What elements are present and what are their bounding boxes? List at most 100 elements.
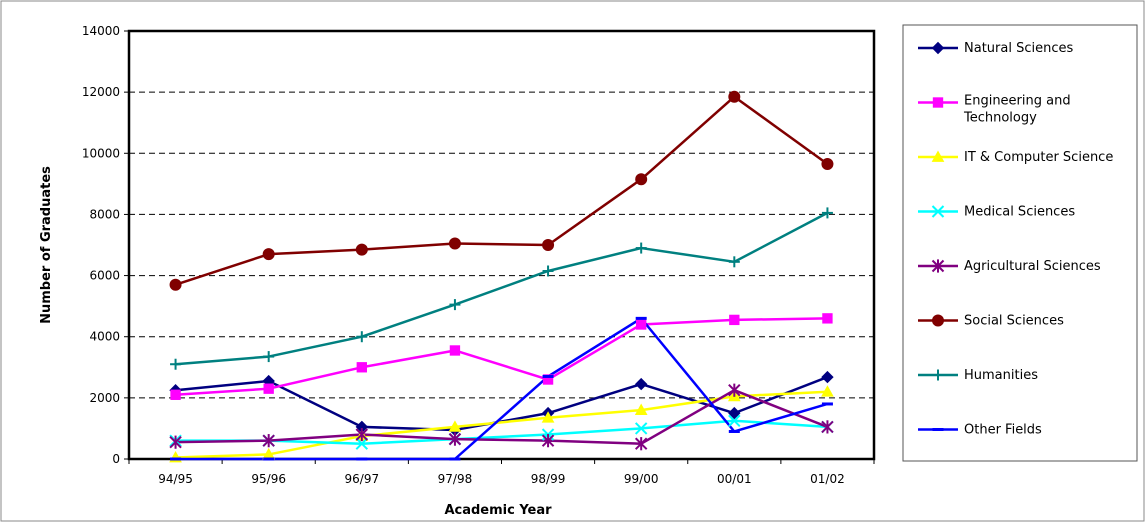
legend-label-line: Engineering and: [964, 94, 1071, 109]
x-tick-label: 96/97: [345, 472, 380, 486]
x-tick-label: 98/99: [531, 472, 566, 486]
marker-square: [449, 345, 461, 356]
data-point: [821, 385, 834, 397]
series-line: [175, 95, 829, 286]
legend-item: Natural Sciences: [918, 41, 1073, 56]
marker-triangle: [448, 420, 462, 432]
data-point: [729, 314, 740, 326]
data-point: [263, 383, 274, 394]
data-point: [636, 319, 647, 330]
y-tick-label: 4000: [89, 330, 120, 344]
marker-square: [932, 97, 944, 108]
marker-square: [636, 319, 647, 330]
marker-diamond: [821, 370, 834, 384]
marker-square: [822, 313, 833, 324]
data-point: [821, 420, 834, 434]
x-tick-label: 01/02: [810, 472, 845, 486]
marker-triangle: [541, 411, 555, 423]
marker-circle: [448, 237, 461, 250]
marker-circle: [821, 157, 834, 170]
y-tick-label: 6000: [89, 269, 120, 283]
series-lines: [175, 95, 829, 461]
y-tick-label: 0: [112, 452, 120, 466]
legend-label: Social Sciences: [964, 314, 1064, 329]
series-line: [175, 388, 828, 445]
marker-triangle: [634, 403, 648, 415]
data-point: [634, 437, 648, 451]
x-tick-label: 97/98: [438, 472, 473, 486]
legend-label-line: Technology: [963, 111, 1037, 126]
legend-item: Agricultural Sciences: [918, 259, 1101, 274]
y-tick-label: 8000: [89, 207, 120, 221]
data-point: [355, 243, 368, 256]
data-point: [170, 389, 181, 400]
data-point: [634, 422, 648, 435]
marker-diamond: [634, 377, 648, 391]
data-point: [542, 265, 554, 277]
series-line: [175, 317, 828, 461]
series-line: [175, 211, 829, 366]
marker-x-stroke: [931, 205, 945, 218]
data-point: [263, 351, 275, 363]
x-tick-label: 94/95: [158, 472, 193, 486]
x-tick-label: 99/00: [624, 472, 659, 486]
data-point: [542, 239, 555, 251]
data-point: [822, 313, 833, 324]
data-point: [821, 157, 834, 170]
y-tick-label: 2000: [89, 391, 120, 405]
data-point: [821, 207, 833, 219]
x-tick-label: 00/01: [717, 472, 752, 486]
data-point: [728, 406, 741, 420]
data-point: [932, 314, 944, 327]
legend-box: [902, 24, 1138, 462]
data-point: [262, 248, 275, 261]
data-point: [932, 369, 944, 381]
marker-x-stroke: [355, 437, 369, 450]
marker-diamond: [931, 41, 945, 55]
marker-triangle: [931, 150, 945, 162]
data-point: [449, 345, 461, 356]
x-axis-ticks: 94/95 95/96 96/97 97/98 98/99 99/00 00/01 01/02: [128, 459, 875, 486]
marker-square: [542, 374, 554, 385]
data-point: [448, 432, 462, 446]
marker-circle: [542, 239, 555, 251]
series-line: [175, 317, 828, 397]
y-axis-ticks: 0 2000 4000 6000 8000 10000 12000 14000: [82, 24, 129, 466]
data-point: [541, 434, 555, 448]
data-point: [170, 358, 182, 370]
legend: Natural Sciences Engineering and Technolog…: [918, 41, 1113, 438]
marker-circle: [169, 278, 182, 291]
marker-square: [356, 362, 367, 373]
data-point: [931, 205, 945, 218]
data-point: [541, 411, 555, 423]
data-point: [355, 437, 369, 450]
legend-item: Social Sciences: [918, 314, 1064, 329]
marker-circle: [635, 173, 648, 186]
y-tick-label: 10000: [82, 146, 120, 160]
legend-label: Engineering and Technology: [963, 94, 1071, 126]
legend-item: Humanities: [918, 368, 1038, 383]
data-point: [634, 403, 648, 415]
marker-circle: [728, 90, 741, 103]
legend-label: Agricultural Sciences: [964, 259, 1101, 274]
data-point: [931, 41, 945, 55]
data-point: [169, 278, 182, 291]
data-point: [821, 370, 834, 384]
data-point: [262, 434, 275, 448]
marker-circle: [932, 314, 944, 327]
data-point: [169, 435, 182, 449]
marker-triangle: [821, 385, 834, 397]
x-axis-label: Academic Year: [444, 503, 552, 518]
series-markers: [169, 90, 834, 463]
data-point: [931, 259, 945, 273]
data-point: [356, 362, 367, 373]
data-point: [448, 237, 461, 250]
data-point: [449, 299, 461, 311]
data-point: [635, 242, 647, 254]
data-point: [932, 97, 944, 108]
marker-diamond: [728, 406, 741, 420]
marker-square: [263, 383, 274, 394]
data-point: [635, 173, 648, 186]
legend-label: Natural Sciences: [964, 41, 1073, 56]
